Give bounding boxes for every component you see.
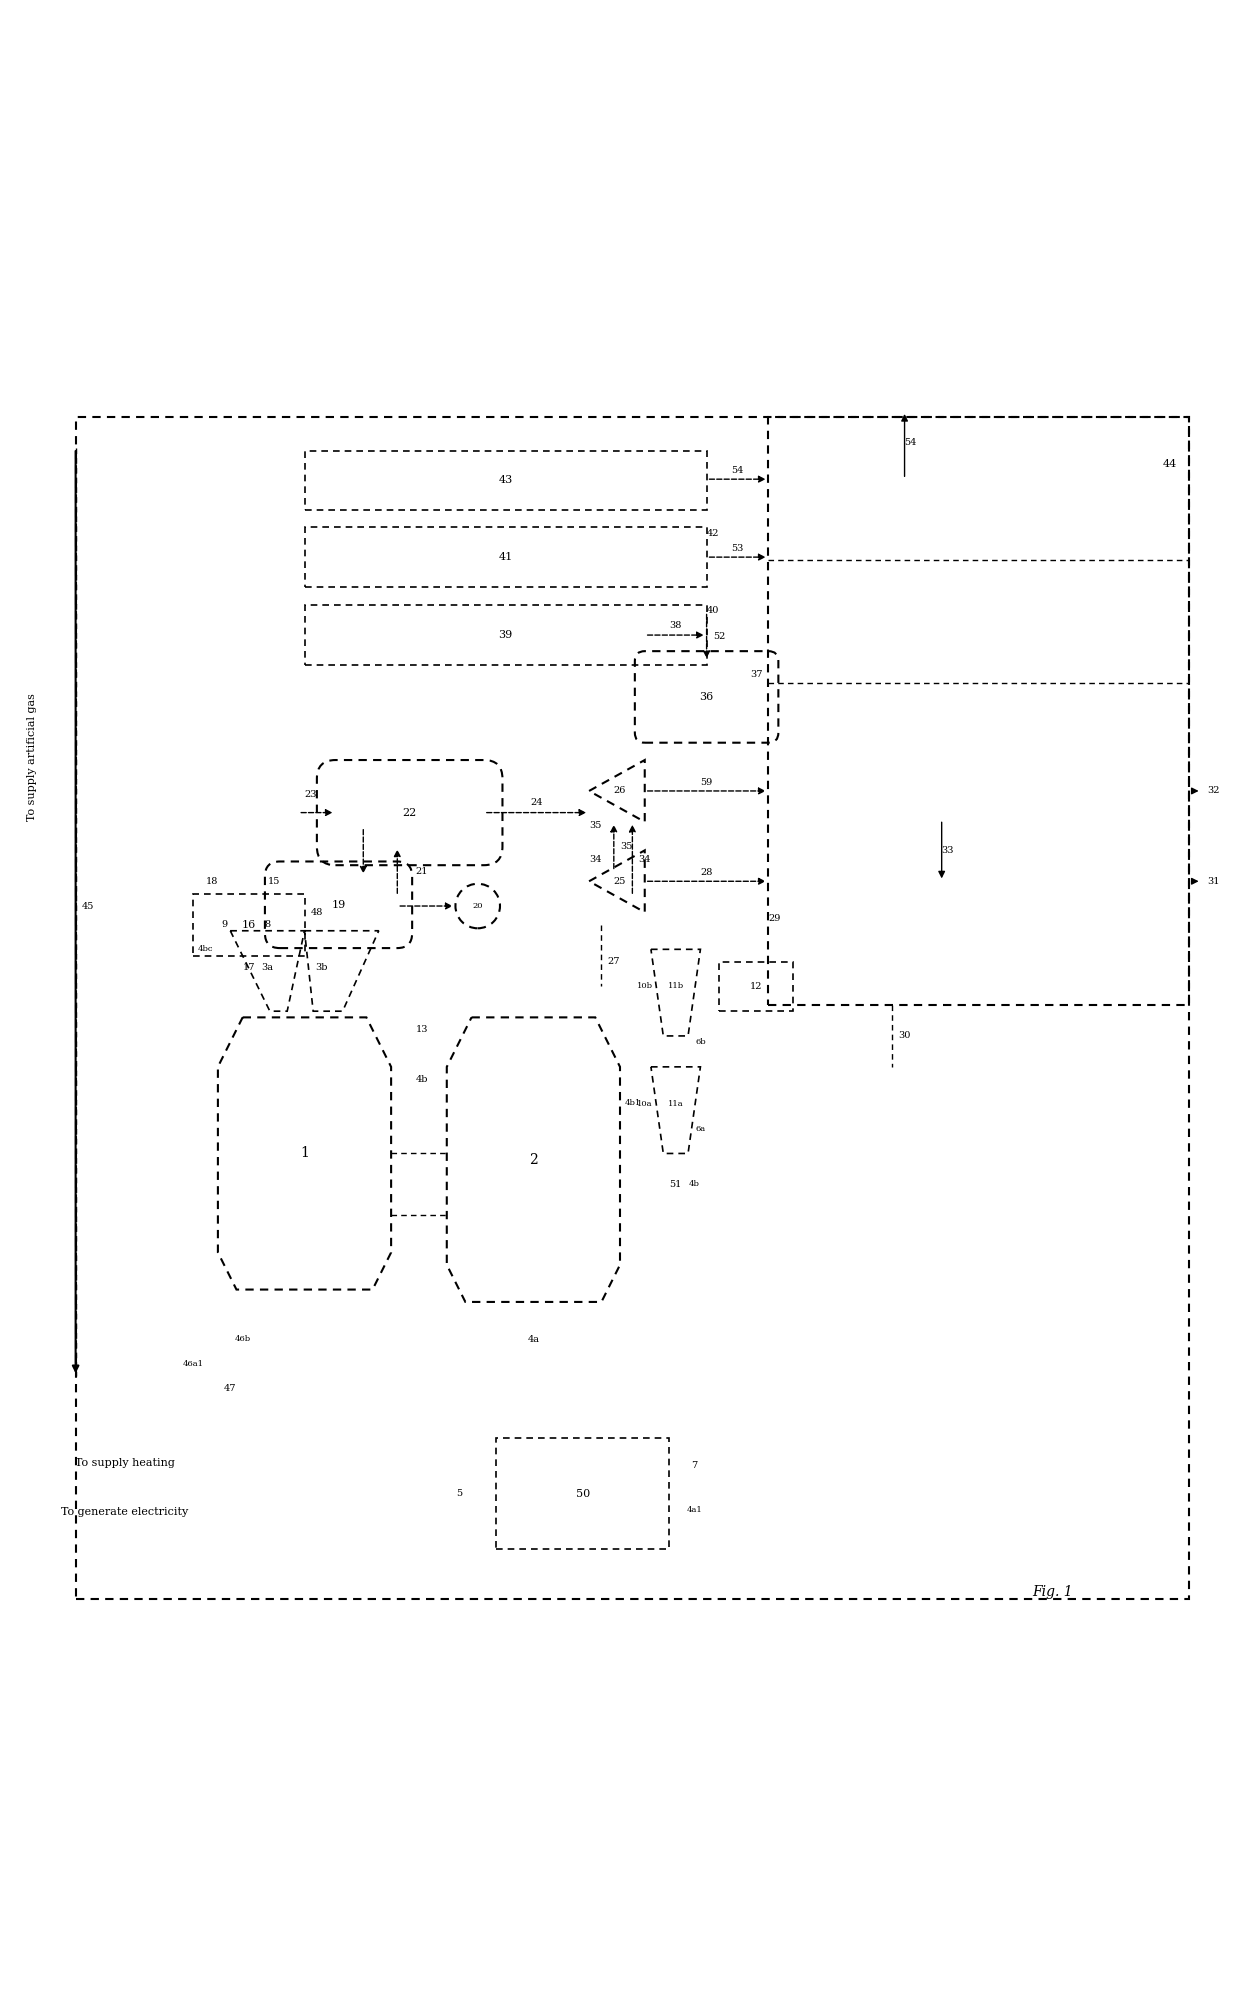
Text: 1: 1 (300, 1146, 309, 1160)
Text: 10b: 10b (637, 983, 652, 991)
Text: 8: 8 (264, 921, 270, 929)
Text: 17: 17 (243, 963, 255, 973)
Text: 9: 9 (221, 921, 227, 929)
Text: 46a1: 46a1 (182, 1361, 203, 1367)
Bar (76, 418, 1189, 1598)
Text: 26: 26 (614, 786, 626, 796)
Text: 6b: 6b (696, 1037, 706, 1045)
Text: 6a: 6a (696, 1126, 706, 1134)
Text: 27: 27 (608, 957, 620, 967)
Text: 24: 24 (531, 798, 543, 808)
Text: 11a: 11a (668, 1099, 683, 1108)
Bar (719, 961, 794, 1011)
Text: 50: 50 (575, 1489, 590, 1499)
Text: 53: 53 (732, 545, 744, 553)
Text: 38: 38 (670, 621, 682, 629)
Text: 31: 31 (1208, 876, 1220, 886)
Text: 16: 16 (242, 921, 255, 929)
Text: 4b1: 4b1 (624, 1099, 641, 1108)
Text: 29: 29 (769, 915, 781, 923)
Text: 11b: 11b (667, 983, 683, 991)
Text: 35: 35 (620, 842, 632, 850)
Text: 4b: 4b (415, 1075, 428, 1083)
Text: 28: 28 (701, 868, 713, 876)
Text: 4b: 4b (688, 1180, 699, 1188)
Text: 46b: 46b (234, 1335, 250, 1343)
Text: 18: 18 (206, 876, 218, 886)
Text: 12: 12 (750, 983, 763, 991)
Text: 44: 44 (1163, 458, 1177, 468)
Text: 7: 7 (691, 1461, 697, 1471)
Text: 32: 32 (1208, 786, 1220, 796)
Text: 48: 48 (311, 909, 324, 917)
Text: 59: 59 (701, 778, 713, 786)
Text: 54: 54 (732, 466, 744, 474)
Text: 15: 15 (268, 876, 280, 886)
Text: Fig. 1: Fig. 1 (1033, 1584, 1074, 1598)
Bar (305, 450, 707, 511)
Text: 4a: 4a (527, 1335, 539, 1343)
Text: To generate electricity: To generate electricity (62, 1508, 188, 1518)
Text: 40: 40 (707, 607, 719, 615)
Bar (496, 1437, 670, 1550)
Text: 2: 2 (529, 1152, 538, 1166)
Bar (769, 418, 1189, 1005)
Text: 3a: 3a (262, 963, 273, 973)
Text: 22: 22 (403, 808, 417, 818)
Text: 25: 25 (614, 876, 626, 886)
Text: 39: 39 (498, 629, 512, 639)
Text: 54: 54 (904, 438, 916, 446)
Text: 43: 43 (498, 476, 512, 486)
Text: 20: 20 (472, 902, 482, 911)
Text: 45: 45 (82, 902, 94, 911)
Text: 34: 34 (639, 854, 651, 864)
Text: 47: 47 (224, 1385, 237, 1393)
Text: 5: 5 (456, 1489, 463, 1497)
Bar (305, 605, 707, 665)
Text: 33: 33 (941, 846, 954, 854)
Text: 42: 42 (707, 529, 719, 539)
Text: 19: 19 (331, 900, 346, 911)
Text: 10a: 10a (637, 1099, 652, 1108)
Text: 35: 35 (589, 822, 601, 830)
Text: 41: 41 (498, 553, 512, 563)
Text: 3b: 3b (315, 963, 329, 973)
Text: 13: 13 (415, 1025, 428, 1035)
Text: To supply artificial gas: To supply artificial gas (27, 693, 37, 822)
Text: 34: 34 (589, 854, 601, 864)
Text: 52: 52 (713, 631, 725, 641)
Text: 36: 36 (699, 691, 714, 701)
Text: To supply heating: To supply heating (76, 1457, 175, 1467)
Bar (193, 894, 305, 955)
Text: 21: 21 (415, 866, 428, 876)
Text: 37: 37 (750, 669, 763, 679)
Text: 4bc: 4bc (198, 945, 213, 953)
Bar (305, 527, 707, 587)
Text: 4a1: 4a1 (687, 1505, 702, 1514)
Text: 51: 51 (670, 1180, 682, 1188)
Text: 23: 23 (305, 790, 317, 798)
Text: 30: 30 (898, 1031, 910, 1041)
